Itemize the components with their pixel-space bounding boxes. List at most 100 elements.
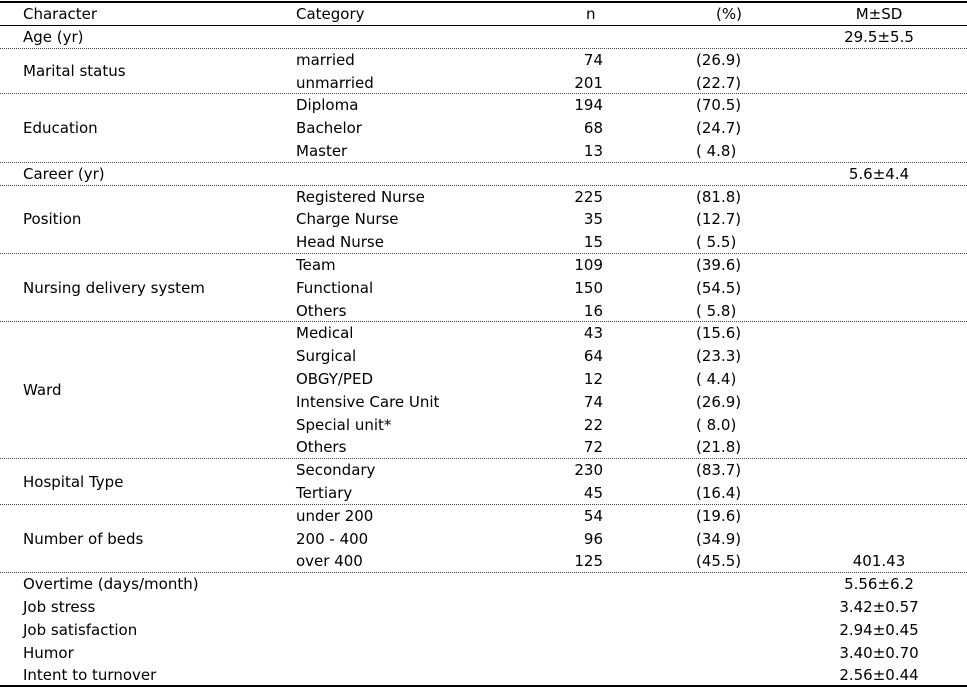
cell-category: 200 - 400 [296, 529, 369, 548]
cell-pct: (26.9) [696, 50, 742, 69]
cell-n: 109 [574, 256, 603, 274]
cell-n: 230 [574, 461, 603, 480]
header-n: n [586, 5, 596, 23]
summary-label: Job stress [23, 598, 96, 616]
header-row: Character Category n (%) M±SD [0, 3, 967, 26]
summary-row: Overtime (days/month) 5.56±6.2 [0, 573, 967, 596]
cell-category: Head Nurse [296, 233, 384, 252]
cell-category: Special unit* [296, 415, 392, 434]
cell-category: unmarried [296, 73, 374, 92]
table-row: under 200 54 (19.6) [0, 505, 967, 528]
cell-pct: ( 4.8) [696, 142, 737, 160]
table-row: Others 72 (21.8) [0, 436, 967, 459]
cell-category: under 200 [296, 506, 374, 525]
cell-msd: 29.5±5.5 [844, 28, 914, 46]
table-row: Registered Nurse 225 (81.8) [0, 186, 967, 209]
cell-pct: (39.6) [696, 256, 742, 274]
cell-msd: 401.43 [852, 552, 906, 571]
cell-pct: (54.5) [696, 278, 742, 297]
summary-row: Intent to turnover 2.56±0.44 [0, 664, 967, 687]
header-msd: M±SD [855, 5, 903, 23]
cell-n: 15 [583, 233, 603, 252]
cell-n: 74 [583, 50, 603, 69]
bottom-rule [0, 685, 967, 687]
group-label: Age (yr) [23, 27, 84, 46]
cell-msd: 5.6±4.4 [848, 164, 910, 183]
cell-category: Medical [296, 324, 354, 343]
cell-n: 68 [583, 119, 603, 138]
cell-category: Surgical [296, 347, 357, 366]
cell-category: Others [296, 438, 347, 457]
table-row: 5.6±4.4 [0, 163, 967, 186]
summary-label: Job satisfaction [23, 620, 138, 639]
cell-pct: (15.6) [696, 324, 742, 343]
summary-msd: 3.40±0.70 [839, 643, 919, 662]
cell-category: Registered Nurse [296, 187, 425, 206]
cell-n: 125 [574, 552, 603, 571]
cell-pct: ( 5.5) [696, 233, 737, 252]
cell-n: 201 [574, 73, 603, 92]
summary-msd: 2.94±0.45 [839, 620, 919, 639]
table-row: Special unit* 22 ( 8.0) [0, 414, 967, 437]
group-divider [0, 161, 967, 163]
cell-category: Master [296, 142, 348, 160]
group-divider [0, 321, 967, 323]
summary-msd: 2.56±0.44 [839, 666, 919, 685]
group-divider [0, 47, 967, 49]
group-label: Position [23, 210, 82, 229]
cell-category: Bachelor [296, 119, 362, 138]
table-row: unmarried 201 (22.7) [0, 72, 967, 95]
cell-n: 96 [583, 529, 603, 548]
cell-pct: (21.8) [696, 438, 742, 457]
cell-n: 74 [583, 392, 603, 411]
table-row: 200 - 400 96 (34.9) [0, 528, 967, 551]
cell-category: Team [296, 256, 336, 274]
cell-pct: (19.6) [696, 506, 742, 525]
cell-pct: (83.7) [696, 461, 742, 480]
summary-row: Humor 3.40±0.70 [0, 642, 967, 665]
table-row: Functional 150 (54.5) [0, 277, 967, 300]
group-divider [0, 458, 967, 460]
summary-label: Humor [23, 643, 74, 662]
table-row: 29.5±5.5 [0, 26, 967, 49]
table-row: Intensive Care Unit 74 (26.9) [0, 391, 967, 414]
cell-pct: (12.7) [696, 210, 742, 229]
group-divider [0, 253, 967, 254]
cell-n: 64 [583, 347, 603, 366]
header-character: Character [23, 5, 98, 23]
table-row: Secondary 230 (83.7) [0, 459, 967, 482]
group-label: Education [23, 119, 98, 138]
table-row: Master 13 ( 4.8) [0, 140, 967, 163]
cell-category: Tertiary [296, 484, 353, 502]
cell-n: 43 [583, 324, 603, 343]
group-label: Number of beds [23, 529, 144, 548]
cell-pct: (24.7) [696, 119, 742, 138]
cell-pct: (45.5) [696, 552, 742, 571]
cell-pct: (70.5) [696, 96, 742, 115]
group-label: Ward [23, 381, 62, 400]
summary-msd: 5.56±6.2 [844, 575, 914, 594]
summary-row: Job satisfaction 2.94±0.45 [0, 619, 967, 642]
table-row: Tertiary 45 (16.4) [0, 482, 967, 505]
cell-pct: ( 4.4) [696, 370, 737, 388]
table-row: married 74 (26.9) [0, 49, 967, 72]
group-divider [0, 184, 967, 186]
group-label: Career (yr) [23, 164, 105, 183]
header-rule [0, 25, 967, 26]
header-pct: (%) [716, 5, 742, 23]
cell-pct: (34.9) [696, 529, 742, 548]
group-label: Nursing delivery system [23, 278, 205, 297]
cell-category: Intensive Care Unit [296, 392, 440, 411]
cell-category: over 400 [296, 552, 363, 571]
cell-pct: ( 5.8) [696, 301, 737, 320]
table-row: Diploma 194 (70.5) [0, 94, 967, 117]
cell-n: 13 [583, 142, 603, 160]
cell-n: 225 [574, 187, 603, 206]
cell-n: 22 [583, 415, 603, 434]
group-divider [0, 503, 967, 505]
cell-n: 194 [574, 96, 603, 115]
table-row: Others 16 ( 5.8) [0, 300, 967, 323]
summary-row: Job stress 3.42±0.57 [0, 596, 967, 619]
cell-pct: (26.9) [696, 392, 742, 411]
